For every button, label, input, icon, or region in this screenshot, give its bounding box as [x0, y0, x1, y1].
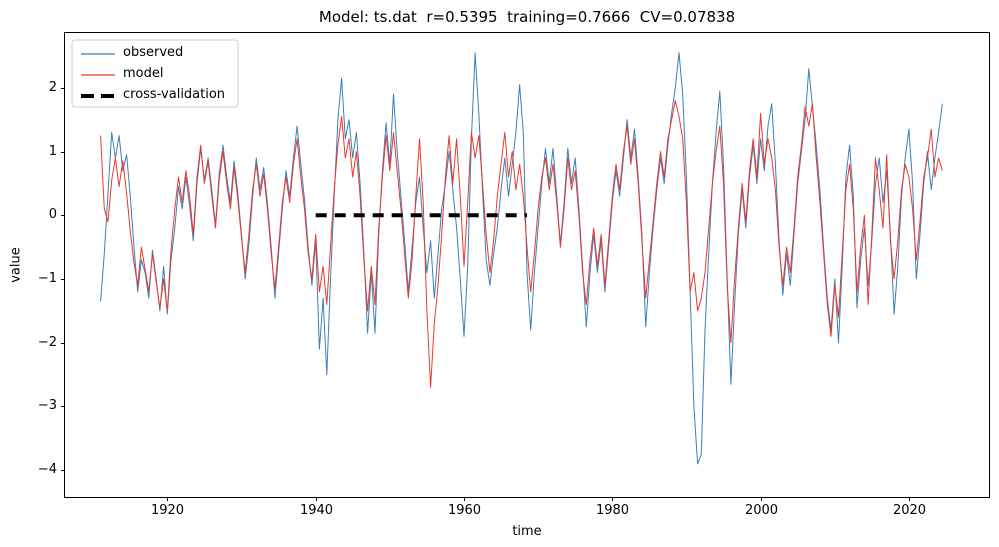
legend-box: [71, 39, 239, 108]
legend: [71, 39, 239, 108]
x-axis-label: time: [512, 524, 542, 539]
x-tick-label: 1920: [150, 503, 185, 518]
x-tick-label: 1960: [447, 503, 482, 518]
legend-label-observed: observed: [123, 45, 184, 60]
x-tick-label: 2000: [744, 503, 779, 518]
x-tick-label: 1940: [299, 503, 334, 518]
legend-label-model: model: [123, 66, 164, 81]
y-tick-label: 0: [48, 206, 57, 222]
chart-title: Model: ts.dat r=0.5395 training=0.7666 C…: [318, 8, 736, 26]
y-tick-label: −4: [37, 461, 57, 477]
x-tick-label: 2020: [892, 503, 927, 518]
y-tick-label: −1: [37, 270, 57, 286]
series-observed-line: [100, 52, 943, 465]
y-tick-label: −2: [37, 334, 57, 350]
legend-label-cross-validation: cross-validation: [123, 87, 226, 102]
x-tick-label: 1980: [595, 503, 630, 518]
series-lines: [100, 52, 943, 465]
plot-frame: [64, 32, 990, 498]
series-model-line: [100, 100, 943, 388]
y-tick-label: 2: [48, 79, 57, 95]
y-tick-label: 1: [48, 143, 57, 159]
y-tick-label: −3: [37, 397, 57, 413]
axis-ticks: [61, 88, 910, 501]
